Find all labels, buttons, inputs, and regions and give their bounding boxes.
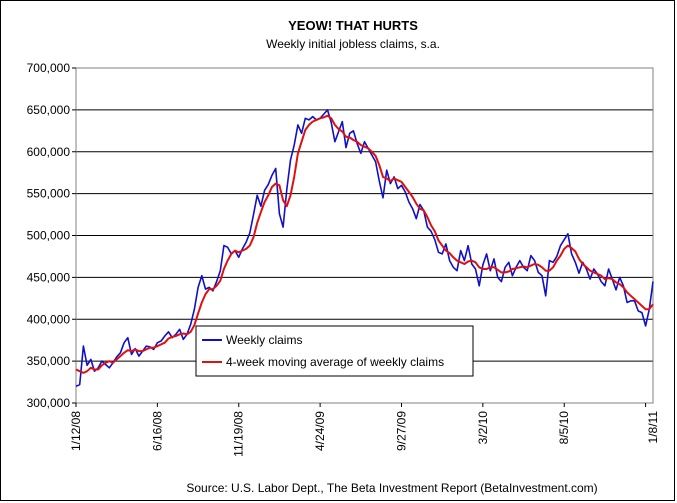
chart-title: YEOW! THAT HURTS xyxy=(288,18,418,33)
x-axis: 1/12/08 6/16/08 11/19/08 4/24/09 9/27/09 3/2/… xyxy=(69,403,660,457)
y-tick-label: 650,000 xyxy=(27,103,71,117)
series-4-week-average-line xyxy=(75,114,654,374)
legend-label-average: 4-week moving average of weekly claims xyxy=(226,355,444,369)
y-tick-label: 600,000 xyxy=(27,145,71,159)
x-tick-label: 8/5/10 xyxy=(557,411,571,445)
y-tick-label: 450,000 xyxy=(27,270,71,284)
x-tick-label: 11/19/08 xyxy=(232,411,246,457)
x-tick-label: 3/2/10 xyxy=(476,411,490,445)
gridlines xyxy=(76,109,653,362)
legend-box xyxy=(195,325,474,377)
x-tick-label: 9/27/09 xyxy=(394,411,408,451)
y-tick-label: 700,000 xyxy=(27,61,71,75)
y-tick-label: 350,000 xyxy=(27,354,71,368)
x-tick-label: 1/8/11 xyxy=(646,411,660,444)
y-tick-label: 500,000 xyxy=(27,229,71,243)
y-tick-label: 400,000 xyxy=(27,312,71,326)
series xyxy=(75,109,654,388)
y-tick-label: 300,000 xyxy=(27,396,71,410)
chart-subtitle: Weekly initial jobless claims, s.a. xyxy=(266,37,440,51)
y-axis: 300,000 350,000 400,000 450,000 500,000 550,0… xyxy=(27,61,76,410)
x-tick-label: 4/24/09 xyxy=(313,411,327,451)
x-tick-label: 1/12/08 xyxy=(69,411,83,451)
x-tick-label: 6/16/08 xyxy=(150,411,164,451)
legend: Weekly claims 4-week moving average of w… xyxy=(195,325,474,377)
source-note: Source: U.S. Labor Dept., The Beta Inves… xyxy=(186,481,597,495)
legend-label-weekly: Weekly claims xyxy=(226,333,302,347)
y-tick-label: 550,000 xyxy=(27,187,71,201)
